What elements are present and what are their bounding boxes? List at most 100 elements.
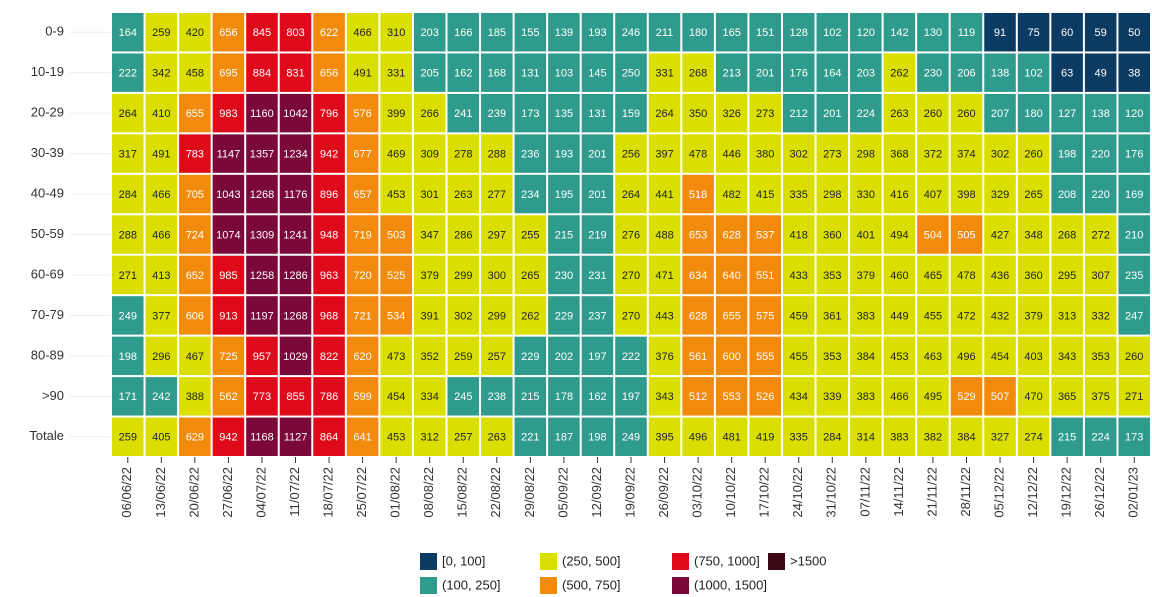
cell <box>1118 377 1150 416</box>
cell <box>917 417 949 456</box>
cell <box>782 13 815 52</box>
cell-label: 193 <box>555 148 573 160</box>
cell-label: 968 <box>320 310 338 322</box>
cell <box>850 215 882 254</box>
cell-label: 491 <box>152 148 170 160</box>
cell <box>1017 255 1050 295</box>
cell <box>1017 417 1050 456</box>
cell <box>816 377 849 416</box>
cell-label: 317 <box>119 148 137 160</box>
cell <box>1084 296 1117 335</box>
cell <box>1051 417 1083 456</box>
cell <box>145 255 178 295</box>
row-label: 50-59 <box>31 226 64 241</box>
cell-label: 277 <box>488 189 506 201</box>
cell <box>782 377 815 416</box>
cell-label: 201 <box>756 68 774 80</box>
cell <box>380 93 412 133</box>
cell <box>548 215 580 254</box>
cell-label: 313 <box>1058 310 1076 322</box>
cell-label: 622 <box>320 27 338 39</box>
cell-label: 562 <box>219 391 237 403</box>
cell <box>481 53 513 92</box>
cell-label: 230 <box>924 68 942 80</box>
cell-label: 49 <box>1095 68 1107 80</box>
cell-label: 803 <box>286 27 304 39</box>
cell-label: 284 <box>823 432 841 444</box>
cell-label: 38 <box>1128 68 1140 80</box>
cell-label: 142 <box>890 27 908 39</box>
cell-label: 164 <box>823 68 841 80</box>
cell-label: 255 <box>521 229 539 241</box>
cell-label: 434 <box>790 391 808 403</box>
legend-swatch <box>540 553 557 570</box>
cell-label: 504 <box>924 229 942 241</box>
cell <box>212 93 245 133</box>
column-label: 02/01/23 <box>1126 467 1141 518</box>
cell-label: 410 <box>152 108 170 120</box>
cell <box>682 336 714 376</box>
cell-label: 219 <box>588 229 606 241</box>
cell <box>648 417 681 456</box>
column-label: 21/11/22 <box>924 467 939 517</box>
cell <box>548 377 580 416</box>
cell <box>179 215 211 254</box>
cell <box>715 53 748 92</box>
cell-label: 309 <box>421 148 439 160</box>
cell-label: 307 <box>1091 270 1109 282</box>
cell-label: 195 <box>555 189 573 201</box>
cell-label: 256 <box>622 148 640 160</box>
cell-label: 215 <box>521 391 539 403</box>
cell-label: 273 <box>823 148 841 160</box>
cell <box>682 134 714 173</box>
cell-label: 229 <box>521 351 539 363</box>
cell <box>1084 134 1117 173</box>
cell <box>212 417 245 456</box>
cell <box>816 296 849 335</box>
cell-label: 295 <box>1058 270 1076 282</box>
cell <box>1017 296 1050 335</box>
cell <box>782 215 815 254</box>
cell <box>1051 296 1083 335</box>
cell-label: 1241 <box>283 229 307 241</box>
cell-label: 271 <box>119 270 137 282</box>
cell <box>715 215 748 254</box>
cell <box>984 417 1016 456</box>
cell-label: 250 <box>622 68 640 80</box>
cell <box>917 296 949 335</box>
cell <box>615 13 647 52</box>
column-label: 14/11/22 <box>891 467 906 517</box>
cell-label: 375 <box>1091 391 1109 403</box>
cell-label: 263 <box>454 189 472 201</box>
cell <box>648 93 681 133</box>
cell <box>950 215 983 254</box>
cell-label: 230 <box>555 270 573 282</box>
cell <box>715 134 748 173</box>
cell <box>279 417 312 456</box>
cell-label: 518 <box>689 189 707 201</box>
cell-label: 212 <box>790 108 808 120</box>
cell-label: 1309 <box>250 229 274 241</box>
cell <box>145 93 178 133</box>
cell <box>1017 174 1050 214</box>
cell <box>346 174 379 214</box>
cell-label: 231 <box>588 270 606 282</box>
cell-label: 629 <box>186 432 204 444</box>
cell <box>447 296 480 335</box>
cell <box>615 417 647 456</box>
cell-label: 496 <box>689 432 707 444</box>
cell <box>682 174 714 214</box>
cell <box>279 174 312 214</box>
cell <box>313 134 345 173</box>
cell-label: 185 <box>488 27 506 39</box>
column-label: 18/07/22 <box>321 467 336 518</box>
cell <box>548 417 580 456</box>
cell-label: 361 <box>823 310 841 322</box>
cell-label: 496 <box>957 351 975 363</box>
cell <box>447 336 480 376</box>
cell-label: 334 <box>421 391 439 403</box>
cell <box>615 296 647 335</box>
cell <box>1051 13 1083 52</box>
column-label: 05/09/22 <box>555 467 570 518</box>
